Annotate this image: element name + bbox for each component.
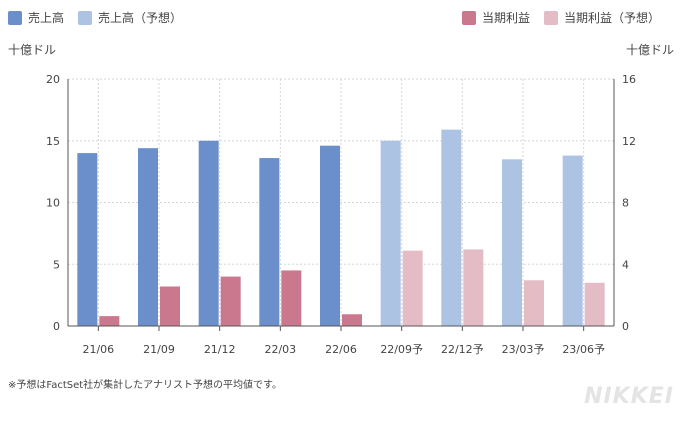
bar-revenue[interactable]	[259, 158, 280, 326]
legend-label-profit: 当期利益	[482, 11, 531, 25]
legend-left: 売上高 売上高（予想）	[8, 9, 196, 26]
y-left-tick-label: 5	[53, 258, 60, 271]
grid	[68, 78, 614, 326]
x-tick-label: 23/03予	[502, 343, 545, 356]
x-tick-label: 21/12	[204, 343, 236, 356]
legend-swatch-profit-forecast	[544, 10, 559, 25]
y-axis-left-label: 十億ドル	[8, 43, 57, 57]
legend-swatch-revenue-forecast	[78, 10, 93, 25]
bar-revenue[interactable]	[77, 153, 98, 326]
nikkei-logo: NIKKEI	[584, 384, 674, 409]
bar-revenue[interactable]	[138, 148, 158, 326]
legend-item-revenue[interactable]: 売上高	[8, 9, 64, 26]
bar-revenue[interactable]	[198, 140, 219, 326]
bar-profit[interactable]	[584, 282, 605, 326]
legend-label-revenue: 売上高	[28, 11, 65, 25]
y-left-tick-label: 0	[53, 320, 60, 333]
y-right-tick-label: 0	[622, 320, 629, 333]
bar-profit[interactable]	[160, 286, 180, 326]
y-left-tick-label: 15	[46, 135, 60, 148]
x-tick-label: 21/06	[82, 343, 114, 356]
bar-profit[interactable]	[463, 249, 484, 326]
legend-item-profit-forecast[interactable]: 当期利益（予想）	[544, 9, 660, 26]
x-tick-label: 22/12予	[441, 343, 484, 356]
y-right-tick-label: 4	[622, 258, 629, 271]
bar-profit[interactable]	[220, 276, 241, 326]
legend-swatch-profit	[462, 10, 476, 25]
axes: 0 0 5 4 10 8 15 12 20 16 21/06 21/09 21/12 22/03 22/06…	[46, 73, 636, 356]
x-tick-label: 23/06予	[562, 343, 605, 356]
legend-right: 当期利益 当期利益（予想）	[462, 9, 674, 26]
y-right-tick-label: 16	[622, 73, 636, 86]
legend-swatch-revenue	[8, 10, 22, 25]
legend-label-profit-forecast: 当期利益（予想）	[564, 11, 661, 25]
bar-profit[interactable]	[402, 250, 423, 326]
bar-revenue[interactable]	[320, 145, 340, 326]
y-left-tick-label: 20	[46, 73, 60, 86]
bar-profit[interactable]	[99, 316, 120, 326]
bar-revenue[interactable]	[380, 140, 401, 326]
legend-label-revenue-forecast: 売上高（予想）	[98, 11, 183, 25]
x-tick-label: 22/06	[325, 343, 357, 356]
bar-revenue[interactable]	[562, 155, 583, 326]
bars	[77, 129, 605, 326]
x-tick-label: 21/09	[143, 343, 175, 356]
footnote: ※予想はFactSet社が集計したアナリスト予想の平均値です。	[8, 380, 282, 391]
legend-item-profit[interactable]: 当期利益	[462, 9, 530, 26]
bar-revenue[interactable]	[502, 159, 522, 326]
bar-profit[interactable]	[524, 280, 544, 326]
y-axis-right-label: 十億ドル	[625, 43, 674, 57]
bar-profit[interactable]	[281, 270, 302, 326]
y-left-tick-label: 10	[46, 197, 60, 210]
bar-revenue[interactable]	[441, 129, 462, 326]
x-tick-label: 22/09予	[380, 343, 423, 356]
y-right-tick-label: 12	[622, 135, 636, 148]
legend-item-revenue-forecast[interactable]: 売上高（予想）	[78, 9, 182, 26]
x-tick-label: 22/03	[264, 343, 296, 356]
y-right-tick-label: 8	[622, 197, 629, 210]
bar-profit[interactable]	[342, 314, 362, 326]
